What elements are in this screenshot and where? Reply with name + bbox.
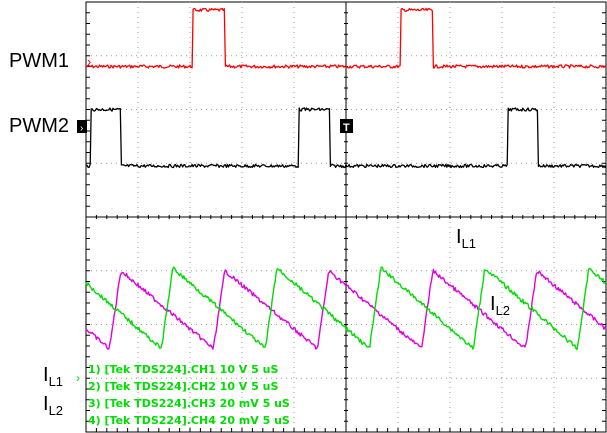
pwm1-label: PWM1 — [9, 50, 69, 72]
il2-label-left: IL2 — [43, 393, 63, 418]
il1-trace-label: IL1 — [456, 226, 476, 251]
il1-label-left: IL1 — [43, 364, 63, 389]
trace-i-l1 — [85, 268, 607, 350]
il-marker: › — [76, 371, 80, 385]
il2-trace-label: IL2 — [490, 293, 510, 318]
pwm2-label: PWM2 — [9, 115, 69, 137]
pwm2-marker: › — [77, 120, 87, 134]
trace-pwm1 — [85, 7, 607, 69]
trace-pwm2 — [85, 107, 607, 169]
trigger-marker: T — [340, 119, 353, 134]
pwm1-marker: › — [87, 54, 91, 69]
trigger-label: T — [343, 122, 350, 134]
channel-info-line: 2) [Tek TDS224].CH2 10 V 5 uS — [88, 380, 278, 393]
traces — [85, 7, 607, 351]
channel-info: 1) [Tek TDS224].CH1 10 V 5 uS 2) [Tek TD… — [88, 363, 290, 427]
grid — [85, 1, 607, 433]
channel-info-line: 1) [Tek TDS224].CH1 10 V 5 uS — [88, 363, 278, 376]
channel-info-line: 3) [Tek TDS224].CH3 20 mV 5 uS — [88, 397, 290, 410]
trace-i-l2 — [85, 266, 607, 351]
svg-text:›: › — [80, 123, 83, 134]
channel-info-line: 4) [Tek TDS224].CH4 20 mV 5 uS — [88, 414, 290, 427]
